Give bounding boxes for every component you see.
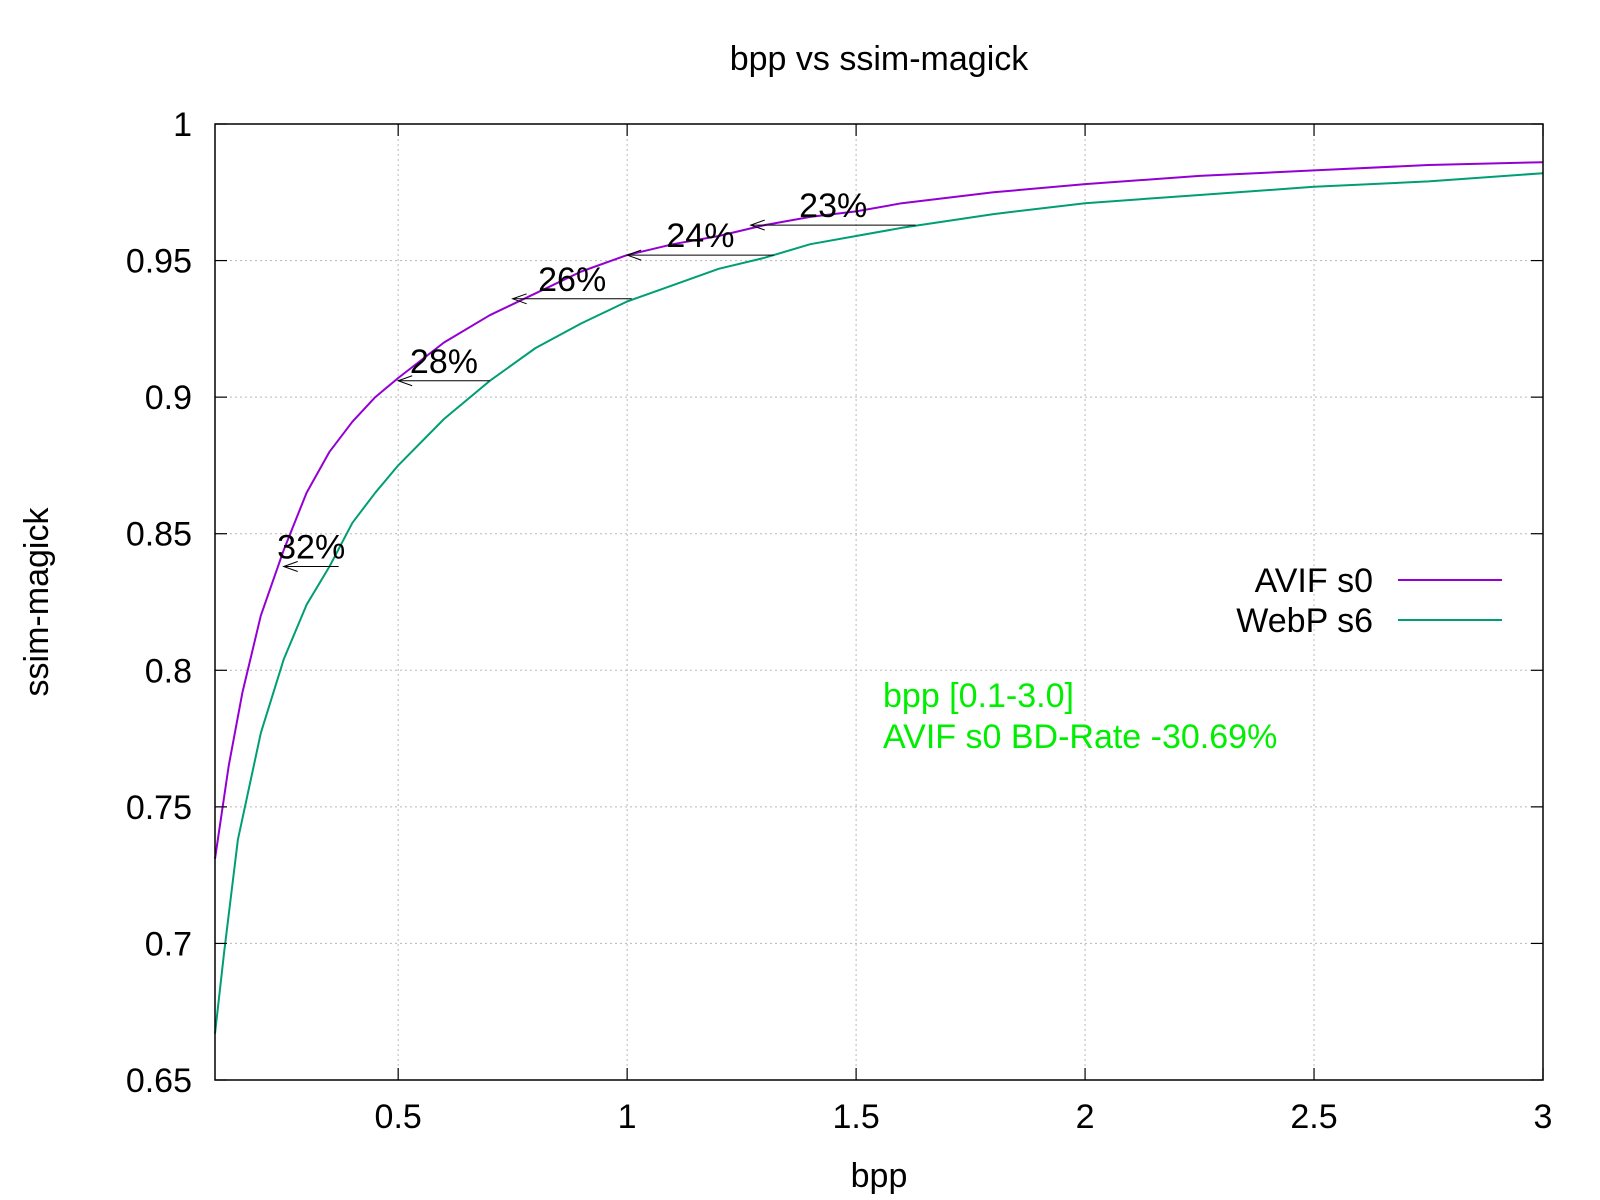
annotation-text: bpp [0.1-3.0] [883, 677, 1074, 715]
bd-arrow-head [749, 219, 765, 231]
x-tick-label: 3 [1534, 1098, 1553, 1136]
x-tick-label: 1.5 [832, 1098, 879, 1136]
series-line-avif-s0 [214, 161, 1544, 859]
x-tick-label: 2.5 [1290, 1098, 1337, 1136]
bd-arrow-label: 28% [410, 343, 478, 381]
bd-arrow-head [511, 293, 527, 305]
bd-arrow-label: 24% [666, 217, 734, 255]
legend-label: WebP s6 [1236, 602, 1373, 640]
y-tick-label: 1 [173, 106, 192, 144]
legend-label: AVIF s0 [1255, 562, 1373, 600]
y-tick-label: 0.8 [145, 652, 192, 690]
y-tick-label: 0.7 [145, 925, 192, 963]
bd-arrow-label: 32% [277, 528, 345, 566]
arrow-layer: 32% 28% 26% 24% 23% [277, 187, 916, 572]
y-tick-label: 0.75 [126, 789, 192, 827]
annotation-text: AVIF s0 BD-Rate -30.69% [883, 718, 1277, 756]
y-tick-label: 0.85 [126, 516, 192, 554]
bd-arrow-head [282, 561, 298, 572]
bd-arrow-head [625, 249, 642, 261]
y-tick-label: 0.65 [126, 1062, 192, 1100]
chart-title: bpp vs ssim-magick [730, 40, 1030, 78]
x-tick-label: 1 [618, 1098, 637, 1136]
y-tick-label: 0.95 [126, 243, 192, 281]
x-tick-label: 2 [1076, 1098, 1095, 1136]
annotations: bpp [0.1-3.0]AVIF s0 BD-Rate -30.69% [883, 677, 1277, 756]
plot-frame [214, 123, 1544, 1081]
series-line-webp-s6 [214, 172, 1544, 1034]
series-layer [214, 161, 1544, 1034]
y-axis-label: ssim-magick [18, 507, 56, 697]
bd-arrow-label: 23% [799, 187, 867, 225]
x-tick-label: 0.5 [375, 1098, 422, 1136]
y-tick-label: 0.9 [145, 379, 192, 417]
bd-arrow-head [396, 375, 413, 387]
axis-ticks: 0.5 1 1.5 2 2.5 3 0.65 0.7 0.75 0.8 0.85 0.9 0.95 1 [126, 106, 1553, 1136]
grid-lines [215, 124, 1543, 1080]
x-axis-label: bpp [851, 1157, 908, 1195]
bd-arrow-label: 26% [538, 261, 606, 299]
